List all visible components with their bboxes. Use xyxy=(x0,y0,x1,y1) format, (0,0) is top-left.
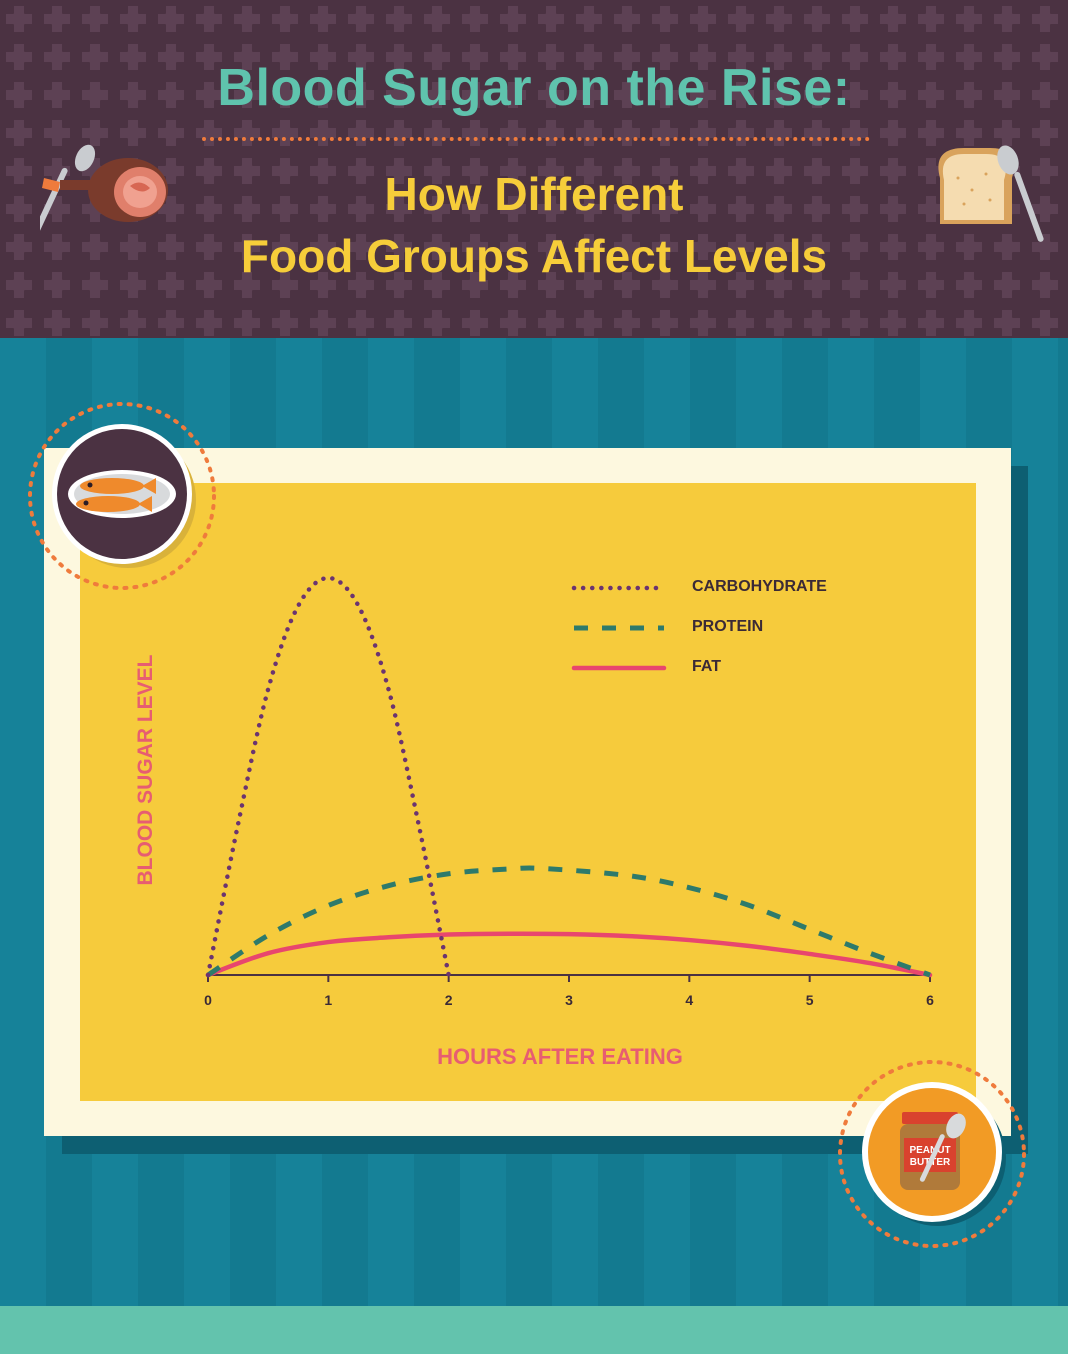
y-axis-title: BLOOD SUGAR LEVEL xyxy=(134,654,157,886)
bread-and-spoon-icon xyxy=(938,145,1044,242)
x-axis: 0 1 2 3 4 5 6 xyxy=(204,974,934,1008)
subtitle-line-2: Food Groups Affect Levels xyxy=(240,230,828,282)
cross-pattern xyxy=(0,0,1068,338)
x-tick-label: 0 xyxy=(204,992,212,1008)
peanut-butter-badge: PEANUT BUTTER xyxy=(838,1060,1026,1248)
x-tick-label: 6 xyxy=(926,992,934,1008)
legend-label-fat: FAT xyxy=(692,658,722,675)
legend xyxy=(571,585,667,671)
x-tick-label: 5 xyxy=(806,992,814,1008)
page-title: Blood Sugar on the Rise: xyxy=(217,59,851,117)
series-line-fat xyxy=(205,931,933,978)
legend-label-protein: PROTEIN xyxy=(692,618,764,635)
ham-and-spoon-icon xyxy=(40,144,168,240)
series-line-carbohydrate xyxy=(205,575,451,978)
title-divider xyxy=(202,137,870,141)
x-tick-label: 1 xyxy=(324,992,332,1008)
footer-band xyxy=(0,1306,1068,1354)
x-tick-label: 4 xyxy=(685,992,693,1008)
plot-area xyxy=(80,483,976,1101)
jar-label-peanut: PEANUT xyxy=(909,1145,950,1156)
x-tick-label: 2 xyxy=(445,992,453,1008)
chart-series xyxy=(205,575,933,978)
header-banner: Blood Sugar on the Rise: How Different F… xyxy=(0,0,1068,338)
x-tick-label: 3 xyxy=(565,992,573,1008)
x-axis-title: HOURS AFTER EATING xyxy=(437,1044,683,1069)
series-line-protein xyxy=(206,865,931,978)
fish-plate-badge xyxy=(28,402,216,590)
legend-label-carbohydrate: CARBOHYDRATE xyxy=(692,578,827,595)
subtitle-line-1: How Different xyxy=(384,168,684,220)
peanut-butter-jar-icon: PEANUT BUTTER xyxy=(900,1112,966,1190)
page-subtitle: How Different Food Groups Affect Levels xyxy=(0,163,1068,287)
fish-plate-icon xyxy=(68,470,176,518)
